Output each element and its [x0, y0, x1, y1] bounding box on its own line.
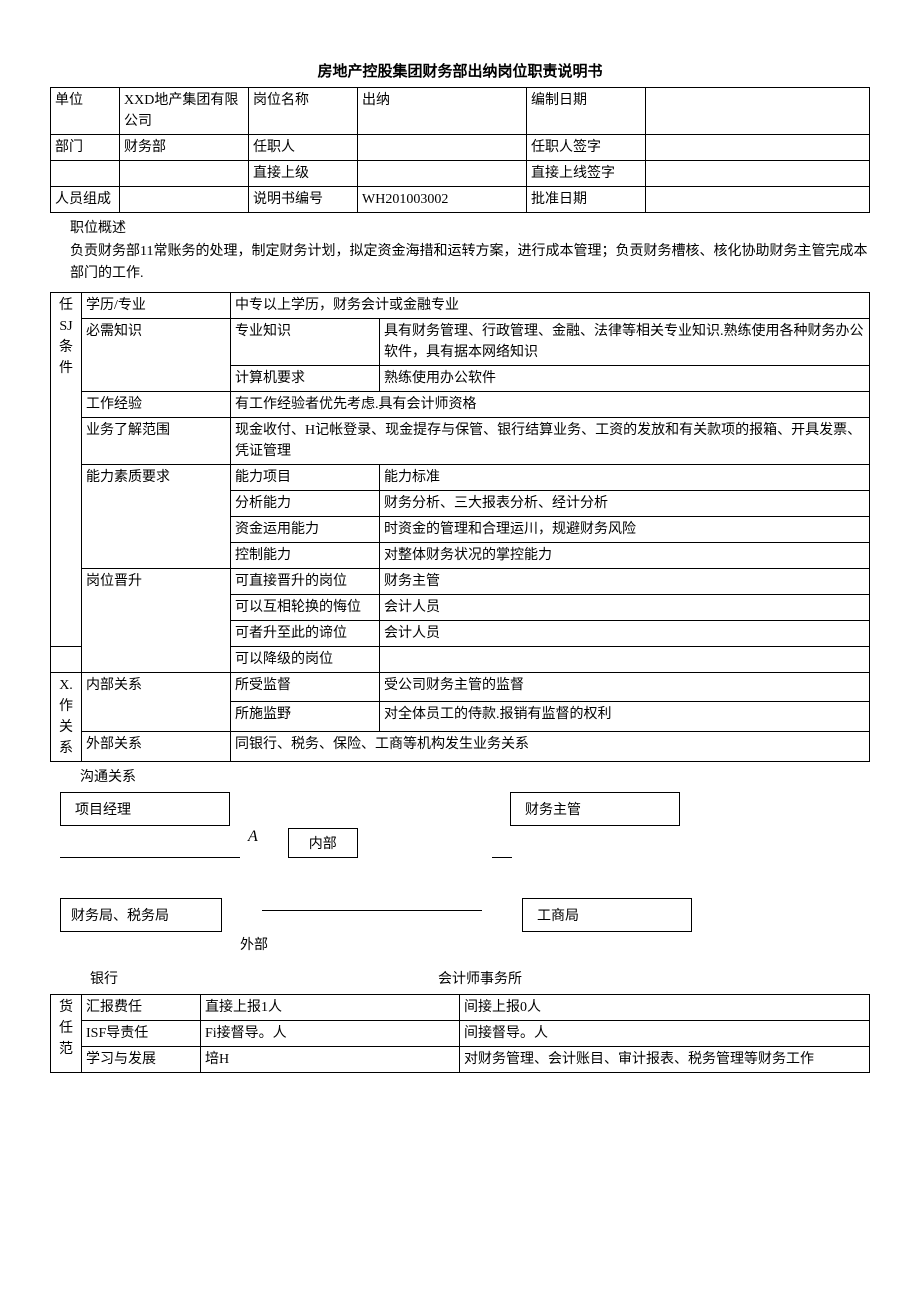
internal-label: 内部 [288, 828, 358, 858]
cell: 专业知识 [231, 318, 380, 365]
cell: 可者升至此的谛位 [231, 620, 380, 646]
comm-box: 财务局、税务局 [60, 898, 222, 932]
cell: 现金收付、H记帐登录、现金提存与保管、银行结算业务、工资的发放和有关款项的报箱、… [231, 417, 870, 464]
cell: 所施监野 [231, 702, 380, 732]
cell: 有工作经验者优先考虑.具有会计师资格 [231, 391, 870, 417]
cell: 财务分析、三大报表分析、经计分析 [380, 490, 870, 516]
cell: Fi接督导。人 [201, 1020, 460, 1046]
cell: 可以降级的岗位 [231, 646, 380, 672]
cell: 单位 [51, 88, 120, 135]
cell: 直接上级 [249, 161, 358, 187]
cell [120, 187, 249, 213]
cell: 培H [201, 1046, 460, 1072]
cell: 控制能力 [231, 542, 380, 568]
cell: 财务主管 [380, 568, 870, 594]
cell: 可直接晋升的岗位 [231, 568, 380, 594]
cell: 岗位名称 [249, 88, 358, 135]
cell: 外部关系 [82, 732, 231, 762]
comm-box: 工商局 [522, 898, 692, 932]
comm-box: 项目经理 [60, 792, 230, 826]
cell: 能力标准 [380, 464, 870, 490]
comm-box: 财务主管 [510, 792, 680, 826]
header-table: 单位 XXD地产集团有限公司 岗位名称 出纳 编制日期 部门 财务部 任职人 任… [50, 87, 870, 213]
cell: WH201003002 [358, 187, 527, 213]
cell: 分析能力 [231, 490, 380, 516]
cell: 可以互相轮换的悔位 [231, 594, 380, 620]
comm-label: 沟通关系 [80, 766, 870, 786]
side-label: 货任范 [51, 994, 82, 1072]
overview-label: 职位概述 [70, 217, 870, 237]
cell [358, 161, 527, 187]
cell: 同银行、税务、保险、工商等机构发生业务关系 [231, 732, 870, 762]
qualification-table: 任SJ条件 学历/专业 中专以上学历，财务会计或金融专业 必需知识 专业知识 具… [50, 292, 870, 762]
cell: 受公司财务主管的监督 [380, 672, 870, 702]
cell: 对财务管理、会计账目、审计报表、税务管理等财务工作 [460, 1046, 870, 1072]
under-row: A 内部 [60, 828, 870, 858]
cell [120, 161, 249, 187]
cell: 学习与发展 [82, 1046, 201, 1072]
cell: 熟练使用办公软件 [380, 365, 870, 391]
cell: 具有财务管理、行政管理、金融、法律等相关专业知识.熟练使用各种财务办公软件，具有… [380, 318, 870, 365]
cell [646, 187, 870, 213]
responsibility-table: 货任范 汇报费任 直接上报1人 间接上报0人 ISF导责任 Fi接督导。人 间接… [50, 994, 870, 1073]
cell: 直接上报1人 [201, 994, 460, 1020]
cell: 业务了解范围 [82, 417, 231, 464]
firm-label: 会计师事务所 [438, 968, 522, 988]
cell [646, 135, 870, 161]
comm-row-1: 项目经理 财务主管 [60, 792, 870, 826]
cell: 会计人员 [380, 594, 870, 620]
cell: 学历/专业 [82, 292, 231, 318]
cell: 汇报费任 [82, 994, 201, 1020]
comm-row-2: 财务局、税务局 工商局 [60, 898, 870, 932]
cell: 任职人签字 [527, 135, 646, 161]
cell: 工作经验 [82, 391, 231, 417]
a-label: A [248, 828, 258, 858]
cell: XXD地产集团有限公司 [120, 88, 249, 135]
cell: 必需知识 [82, 318, 231, 391]
external-label: 外部 [240, 934, 870, 954]
cell: 部门 [51, 135, 120, 161]
plain-row: 银行 会计师事务所 [90, 968, 870, 988]
cell: 说明书编号 [249, 187, 358, 213]
cell: 批准日期 [527, 187, 646, 213]
cell: 所受监督 [231, 672, 380, 702]
cell [51, 646, 82, 672]
cell: 时资金的管理和合理运川，规避财务风险 [380, 516, 870, 542]
cell: 财务部 [120, 135, 249, 161]
document-title: 房地产控股集团财务部出纳岗位职责说明书 [50, 60, 870, 81]
overview-text: 负贡财务部11常账务的处理，制定财务计划，拟定资金海措和运转方案，进行成本管理；… [70, 241, 870, 286]
cell [51, 161, 120, 187]
cell [358, 135, 527, 161]
cell: 直接上线签字 [527, 161, 646, 187]
cell: 出纳 [358, 88, 527, 135]
cell [380, 646, 870, 672]
cell: 对整体财务状况的掌控能力 [380, 542, 870, 568]
cell: 会计人员 [380, 620, 870, 646]
cell: 计算机要求 [231, 365, 380, 391]
side-label: X.作关系 [51, 672, 82, 761]
cell [646, 161, 870, 187]
side-label: 任SJ条件 [51, 292, 82, 646]
cell: 间接上报0人 [460, 994, 870, 1020]
cell: 资金运用能力 [231, 516, 380, 542]
cell: 能力项目 [231, 464, 380, 490]
cell: 任职人 [249, 135, 358, 161]
cell: 岗位晋升 [82, 568, 231, 672]
cell: 中专以上学历，财务会计或金融专业 [231, 292, 870, 318]
cell: 人员组成 [51, 187, 120, 213]
cell: 内部关系 [82, 672, 231, 731]
cell: 对全体员工的侍款.报销有监督的权利 [380, 702, 870, 732]
cell [646, 88, 870, 135]
cell: 间接督导。人 [460, 1020, 870, 1046]
cell: ISF导责任 [82, 1020, 201, 1046]
cell: 能力素质要求 [82, 464, 231, 568]
bank-label: 银行 [90, 968, 118, 988]
cell: 编制日期 [527, 88, 646, 135]
